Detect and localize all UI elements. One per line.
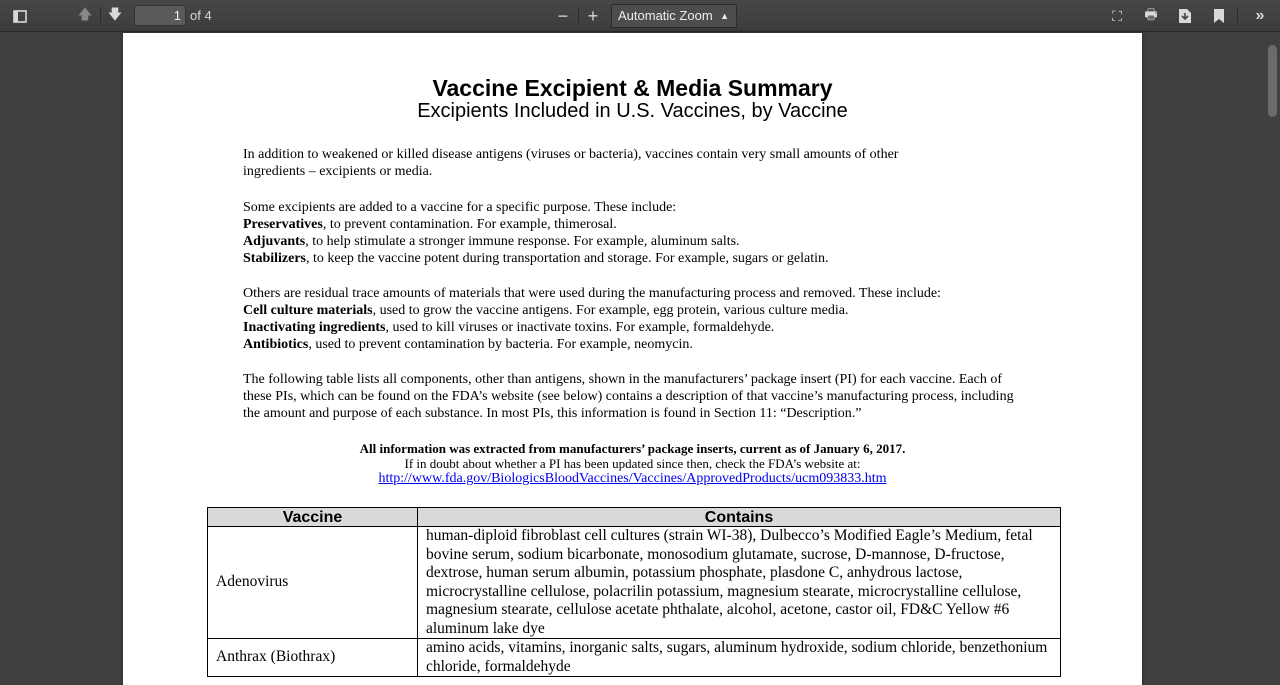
source-note: All information was extracted from manuf…: [359, 441, 906, 456]
purpose-item: Preservatives, to prevent contamination.…: [243, 217, 617, 232]
intro-paragraph: In addition to weakened or killed diseas…: [243, 147, 899, 179]
purpose-item: Adjuvants, to help stimulate a stronger …: [243, 234, 740, 249]
purpose-intro: Some excipients are added to a vaccine f…: [243, 200, 677, 215]
residual-item: Inactivating ingredients, used to kill v…: [243, 320, 775, 335]
residual-section: Others are residual trace amounts of mat…: [243, 285, 1023, 353]
page-number-input[interactable]: 1: [134, 5, 186, 26]
residual-item: Cell culture materials, used to grow the…: [243, 303, 849, 318]
vaccine-cell: Adenovirus: [207, 526, 418, 639]
previous-page-icon[interactable]: 🡅: [77, 6, 93, 22]
contains-cell: amino acids, vitamins, inorganic salts, …: [417, 638, 1061, 677]
page-count: of 4: [190, 8, 212, 23]
header-vaccine: Vaccine: [207, 507, 418, 527]
fda-link[interactable]: http://www.fda.gov/BiologicsBloodVaccine…: [378, 471, 887, 486]
table-header-row: Vaccine Contains: [207, 507, 1061, 527]
next-page-icon[interactable]: 🡇: [107, 6, 123, 22]
header-contains: Contains: [417, 507, 1061, 527]
bookmark-icon[interactable]: [1207, 4, 1231, 28]
table-row: Adenovirus human-diploid fibroblast cell…: [207, 526, 1061, 639]
vaccine-cell: Anthrax (Biothrax): [207, 638, 418, 677]
vertical-scrollbar[interactable]: [1268, 45, 1277, 117]
document-subtitle: Excipients Included in U.S. Vaccines, by…: [417, 100, 848, 122]
contains-cell: human-diploid fibroblast cell cultures (…: [417, 526, 1061, 639]
tools-icon[interactable]: »: [1255, 7, 1265, 24]
table-intro-paragraph: The following table lists all components…: [243, 372, 1014, 421]
residual-item: Antibiotics, used to prevent contaminati…: [243, 337, 693, 352]
presentation-mode-icon[interactable]: ⛶: [1112, 7, 1122, 24]
pdf-toolbar: 🡅 🡇 1 of 4 − + Automatic Zoom ▲ ⛶ 🖶 »: [0, 0, 1280, 32]
purpose-section: Some excipients are added to a vaccine f…: [243, 199, 1023, 267]
sidebar-toggle-icon[interactable]: [8, 4, 32, 28]
zoom-select-value: Automatic Zoom: [618, 8, 713, 23]
zoom-in-icon[interactable]: +: [587, 5, 599, 26]
download-icon[interactable]: [1173, 4, 1197, 28]
select-arrows-icon: ▲: [720, 11, 729, 21]
zoom-select[interactable]: Automatic Zoom ▲: [611, 4, 737, 28]
pdf-page: Vaccine Excipient & Media Summary Excipi…: [123, 33, 1142, 685]
purpose-item: Stabilizers, to keep the vaccine potent …: [243, 251, 829, 266]
excipient-table: Vaccine Contains Adenovirus human-diploi…: [207, 507, 1061, 677]
print-icon[interactable]: 🖶: [1144, 6, 1158, 22]
zoom-out-icon[interactable]: −: [557, 5, 569, 26]
doubt-note: If in doubt about whether a PI has been …: [404, 456, 861, 471]
document-title: Vaccine Excipient & Media Summary: [432, 75, 833, 101]
residual-intro: Others are residual trace amounts of mat…: [243, 286, 941, 301]
document-viewer: Vaccine Excipient & Media Summary Excipi…: [0, 33, 1280, 685]
table-row: Anthrax (Biothrax) amino acids, vitamins…: [207, 638, 1061, 677]
